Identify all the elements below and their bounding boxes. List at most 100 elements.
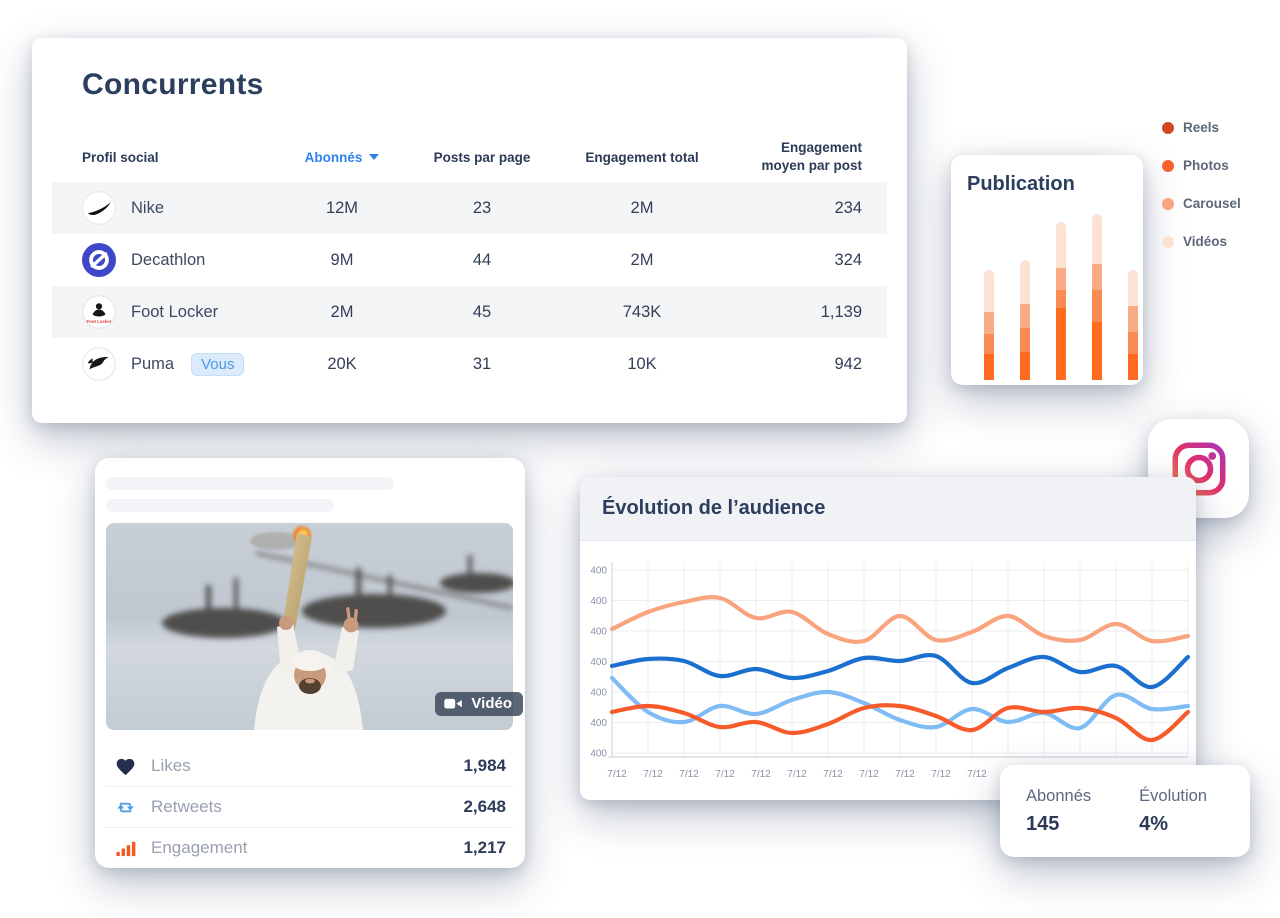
profile-cell: Decathlon [52,243,282,277]
video-badge: Vidéo [435,692,523,716]
bar-segment-carousel [984,312,994,334]
nike-logo-icon [82,191,116,225]
svg-text:7/12: 7/12 [715,769,735,780]
legend-label: Vidéos [1183,234,1228,249]
competitors-table-body: Nike 12M 23 2M 234 Decathlon 9M 44 2M 324 Foot Loc… [52,182,887,390]
profile-name: Nike [131,198,165,217]
table-row-nike[interactable]: Nike 12M 23 2M 234 [52,182,887,234]
stat-label: Engagement [151,838,248,857]
video-camera-icon [444,698,463,709]
legend-dot-icon [1162,235,1174,248]
summary-evolution-label: Évolution [1139,786,1208,805]
table-row-foot-locker[interactable]: Foot Locker Foot Locker 2M 45 743K 1,139 [52,286,887,338]
svg-text:7/12: 7/12 [643,769,663,780]
bar-segment-photos [1128,332,1138,354]
audience-line-salmon [609,595,1191,644]
retweet-icon [114,796,137,819]
audience-line-chart: 400 400 400 400 400 400 400 7/12 7/12 7/12 7/12 7/1… [580,540,1196,800]
svg-text:400: 400 [590,718,607,729]
boats-silhouette [162,551,513,638]
bar-segment-vidéos [1128,270,1138,306]
svg-text:7/12: 7/12 [931,769,951,780]
summary-evolution-value: 4% [1139,812,1169,835]
col-posts-par-page[interactable]: Posts par page [433,149,531,165]
footlocker-logo-icon: Foot Locker [82,295,116,329]
publication-bar-3 [1056,222,1066,380]
publication-card: Publication [951,155,1143,385]
bar-segment-reels [1092,322,1102,380]
col-engagement-moyen[interactable]: Engagement moyen par post [761,139,862,173]
post-stat-likes: Likes 1,984 [106,746,514,786]
followers-value: 20K [327,354,357,373]
skeleton-text-line [106,477,394,490]
stat-value: 1,984 [463,756,506,775]
vous-badge: Vous [191,352,245,376]
bar-segment-vidéos [1056,222,1066,268]
legend-item-photos[interactable]: Photos [1162,158,1241,173]
col-engagement-total[interactable]: Engagement total [585,149,699,165]
bar-segment-photos [1020,328,1030,352]
engagement-total-value: 2M [630,250,654,269]
post-card: Vidéo Likes 1,984 Retweets 2,648 Engagement 1… [95,458,525,868]
svg-text:7/12: 7/12 [679,769,699,780]
publication-bar-2 [1020,260,1030,380]
audience-line-orange [609,703,1191,743]
profile-name: Foot Locker [131,302,219,321]
engagement-avg-value: 234 [834,198,862,217]
bar-segment-reels [1020,352,1030,380]
profile-name: Decathlon [131,250,206,269]
legend-dot-icon [1162,197,1174,210]
competitors-title: Concurrents [82,68,264,101]
table-row-decathlon[interactable]: Decathlon 9M 44 2M 324 [52,234,887,286]
followers-value: 12M [325,198,359,217]
col-abonnes-sort[interactable]: Abonnés [282,150,402,165]
barchart-icon [114,837,137,860]
svg-text:7/12: 7/12 [607,769,627,780]
post-stats: Likes 1,984 Retweets 2,648 Engagement 1,217 [106,746,514,868]
engagement-total-value: 10K [627,354,657,373]
col-profil-social[interactable]: Profil social [82,149,159,165]
bar-segment-reels [1056,308,1066,380]
engagement-total-value: 743K [622,302,662,321]
svg-text:7/12: 7/12 [823,769,843,780]
legend-dot-icon [1162,159,1174,172]
summary-abonnes-label: Abonnés [1026,786,1092,805]
legend-item-reels[interactable]: Reels [1162,120,1241,135]
stat-label: Retweets [151,797,222,816]
svg-text:7/12: 7/12 [751,769,771,780]
svg-text:7/12: 7/12 [787,769,807,780]
bar-segment-carousel [1020,304,1030,328]
audience-title: Évolution de l’audience [602,497,826,519]
legend-label: Carousel [1183,196,1241,211]
stat-value: 2,648 [463,797,506,816]
svg-text:400: 400 [590,657,607,668]
audience-card: Évolution de l’audience 400 400 400 400 400 4… [580,477,1196,800]
instagram-card[interactable] [1148,419,1249,518]
summary-evolution: Évolution 4% [1139,787,1207,836]
competitors-table: Profil social Abonnés Posts par page Eng… [52,132,887,390]
post-stat-retweets: Retweets 2,648 [106,786,514,827]
post-photo-wrapper: Vidéo [106,523,523,730]
audience-line-light-blue [609,675,1191,731]
posts-value: 45 [472,302,492,321]
competitors-card: Concurrents Profil social Abonnés Posts … [32,38,907,423]
engagement-avg-value: 1,139 [820,302,862,321]
svg-text:7/12: 7/12 [967,769,987,780]
decathlon-logo-icon [82,243,116,277]
bar-segment-carousel [1056,268,1066,290]
heart-icon [114,755,137,778]
col-abonnes-label: Abonnés [304,149,363,165]
svg-text:7/12: 7/12 [895,769,915,780]
profile-cell: Foot Locker Foot Locker [52,295,282,329]
svg-text:400: 400 [590,596,607,607]
svg-text:7/12: 7/12 [859,769,879,780]
legend-label: Reels [1183,120,1220,135]
legend-item-carousel[interactable]: Carousel [1162,196,1241,211]
bar-segment-vidéos [1020,260,1030,304]
legend-item-vidéos[interactable]: Vidéos [1162,234,1241,249]
bar-segment-photos [1092,290,1102,322]
instagram-icon [1172,442,1225,495]
svg-text:400: 400 [590,627,607,638]
post-stat-engagement: Engagement 1,217 [106,827,514,868]
table-row-puma[interactable]: Puma Vous 20K 31 10K 942 [52,338,887,390]
